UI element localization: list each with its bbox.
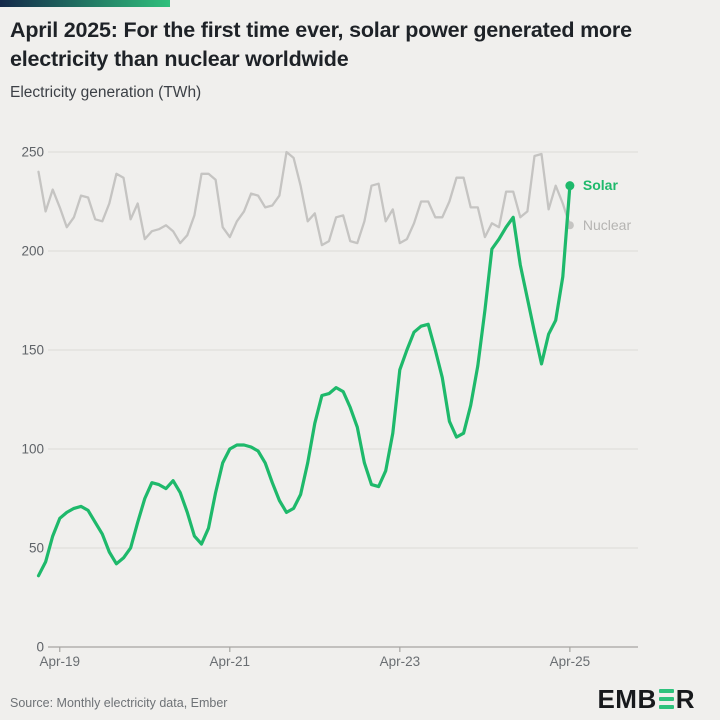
y-tick-label: 150 bbox=[21, 343, 44, 358]
nuclear-line bbox=[37, 150, 572, 247]
y-tick-label: 200 bbox=[21, 244, 44, 259]
solar-line bbox=[36, 184, 572, 578]
y-tick-label: 0 bbox=[36, 640, 44, 655]
x-tick-label: Apr-21 bbox=[210, 654, 251, 669]
y-tick-label: 100 bbox=[21, 442, 44, 457]
x-tick-label: Apr-25 bbox=[550, 654, 591, 669]
page-title: April 2025: For the first time ever, sol… bbox=[10, 18, 632, 71]
source-note: Source: Monthly electricity data, Ember bbox=[10, 696, 228, 710]
logo-text-suffix: R bbox=[675, 684, 695, 714]
ember-logo: EMB R bbox=[597, 686, 695, 712]
legend-label-nuclear: Nuclear bbox=[583, 217, 632, 233]
legend-label-solar: Solar bbox=[583, 177, 619, 193]
logo-text-prefix: EMB bbox=[597, 684, 657, 714]
solar-end-dot bbox=[565, 181, 575, 191]
brand-accent-bar bbox=[0, 0, 170, 7]
x-tick-label: Apr-23 bbox=[380, 654, 421, 669]
chart-subtitle: Electricity generation (TWh) bbox=[10, 84, 202, 101]
y-tick-label: 250 bbox=[21, 145, 44, 160]
y-tick-label: 50 bbox=[29, 541, 44, 556]
x-tick-label: Apr-19 bbox=[39, 654, 80, 669]
logo-green-e-icon bbox=[658, 689, 674, 709]
